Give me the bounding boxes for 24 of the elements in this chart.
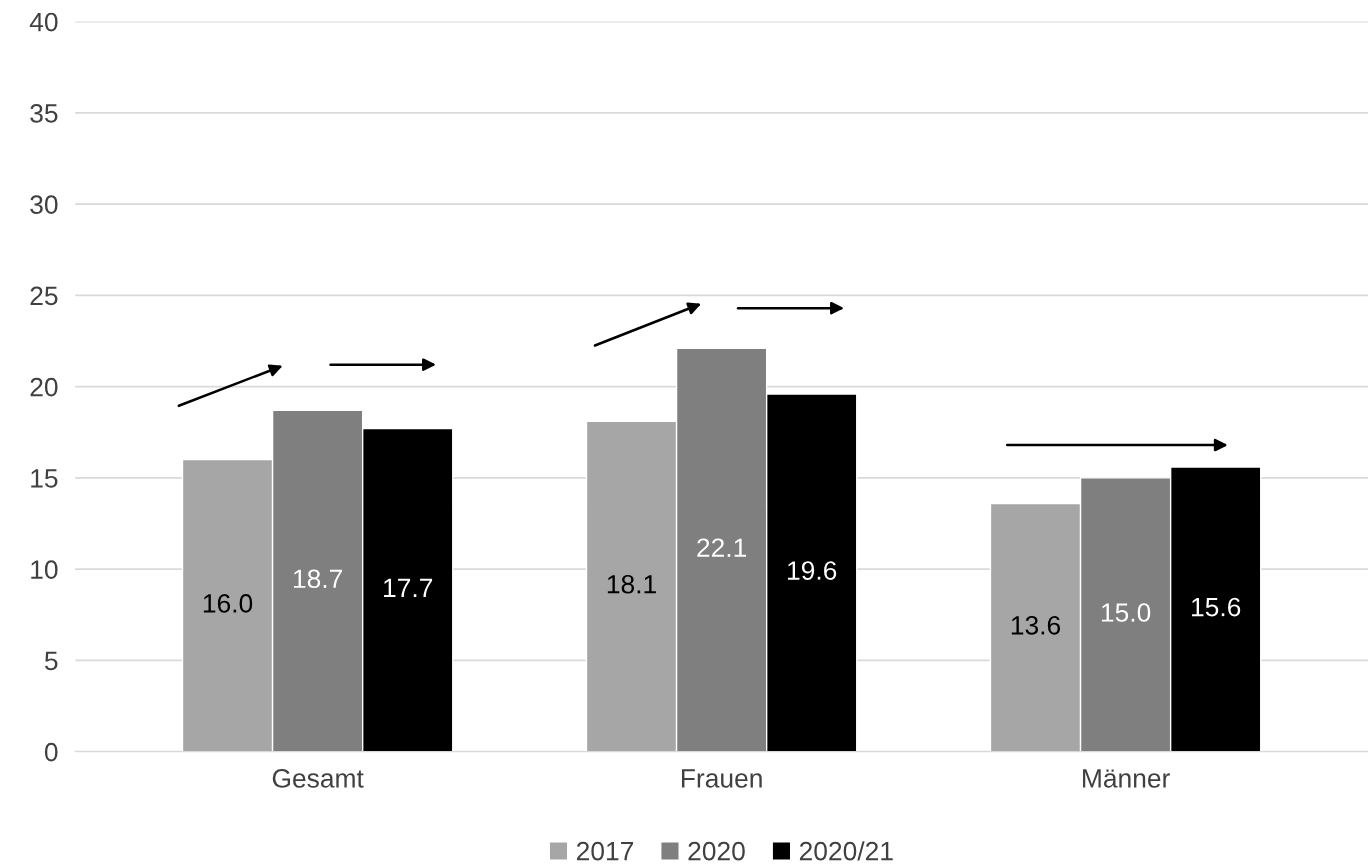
data-label: 16.0 xyxy=(203,594,253,613)
y-tick-label: 5 xyxy=(44,651,58,671)
y-tick-label: 10 xyxy=(31,560,58,579)
y-tick-label: 25 xyxy=(30,286,58,306)
legend-label: 2020/21 xyxy=(799,841,893,861)
data-label: 15.0 xyxy=(1101,603,1151,622)
data-label: 22.1 xyxy=(697,538,747,557)
data-label: 18.1 xyxy=(607,574,656,594)
y-tick-label: 15 xyxy=(31,469,58,488)
legend-label: 2020 xyxy=(688,841,745,861)
data-label: 17.7 xyxy=(384,578,433,597)
x-tick-label: Männer xyxy=(1083,769,1170,788)
y-tick-label: 40 xyxy=(29,12,58,32)
data-label: 18.7 xyxy=(293,569,342,589)
data-label: 15.6 xyxy=(1192,597,1241,617)
legend-label: 2017 xyxy=(576,841,634,861)
y-tick-label: 0 xyxy=(44,742,58,762)
y-tick-label: 20 xyxy=(30,377,58,397)
data-label: 19.6 xyxy=(788,561,837,580)
y-tick-label: 30 xyxy=(30,195,58,214)
x-tick-label: Gesamt xyxy=(272,769,364,788)
x-tick-label: Frauen xyxy=(681,769,762,788)
data-label: 13.6 xyxy=(1011,615,1061,635)
y-tick-label: 35 xyxy=(30,103,58,123)
